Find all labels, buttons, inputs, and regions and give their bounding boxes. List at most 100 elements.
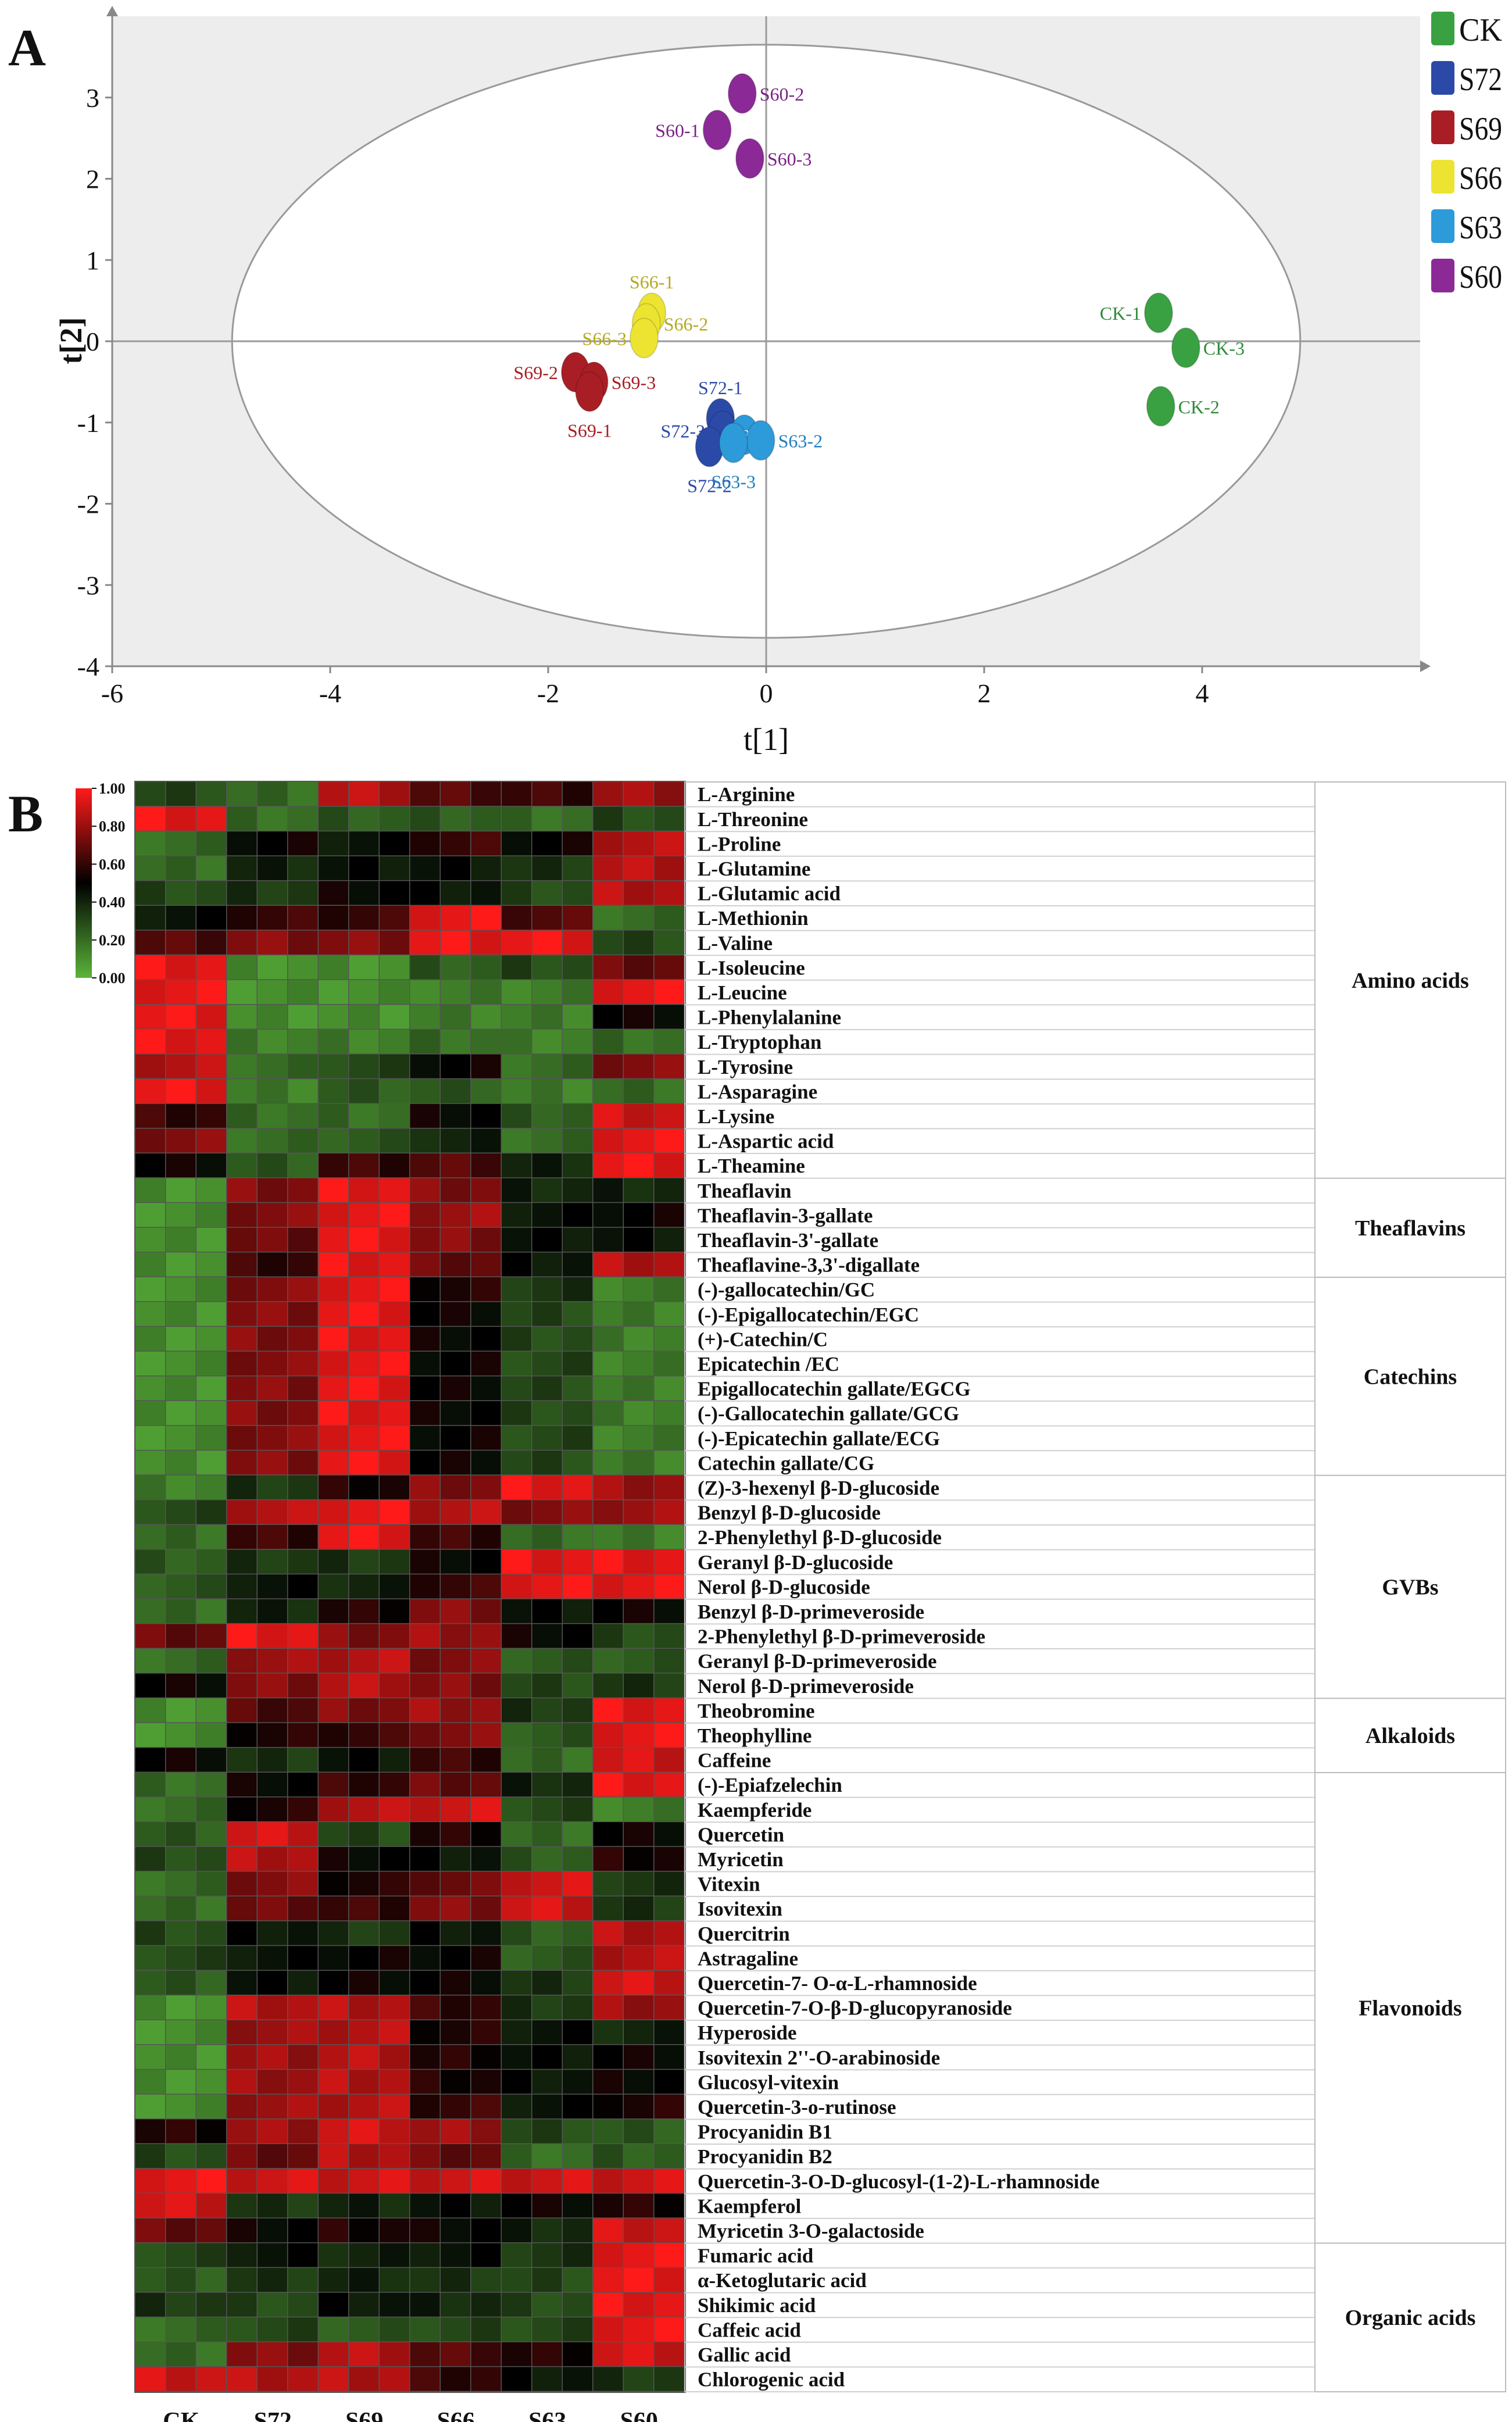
- heatmap-cell: [380, 1302, 409, 1326]
- heatmap-cell: [502, 881, 531, 905]
- point-label: S63-3: [712, 471, 756, 492]
- heatmap-cell: [288, 831, 318, 856]
- color-scale-label: 0.00: [99, 970, 126, 987]
- heatmap-cell: [349, 2292, 379, 2317]
- heatmap-cell: [135, 856, 165, 880]
- heatmap-cell: [654, 831, 684, 856]
- heatmap-cell: [624, 1079, 653, 1103]
- heatmap-cell: [380, 1351, 409, 1376]
- heatmap-cell: [380, 1178, 409, 1202]
- heatmap-cell: [563, 2218, 592, 2242]
- heatmap-cell: [532, 1277, 562, 1302]
- heatmap-cell: [593, 955, 623, 980]
- heatmap-cell: [227, 1624, 257, 1648]
- heatmap-cell: [563, 1574, 592, 1599]
- heatmap-cell: [380, 1673, 409, 1698]
- heatmap-cell: [471, 1227, 501, 1252]
- x-tick-label: -4: [319, 678, 341, 708]
- heatmap-cell: [532, 1426, 562, 1450]
- heatmap-cell: [166, 831, 196, 856]
- heatmap-cell: [410, 1723, 440, 1747]
- heatmap-cell: [410, 1128, 440, 1153]
- heatmap-cell: [380, 906, 409, 930]
- heatmap-cell: [258, 1277, 287, 1302]
- heatmap-cell: [532, 881, 562, 905]
- heatmap-cell: [349, 1624, 379, 1648]
- heatmap-cell: [135, 2292, 165, 2317]
- metabolite-label: (-)-Epiafzelechin: [698, 1774, 842, 1796]
- heatmap-cell: [227, 2218, 257, 2242]
- heatmap-cell: [166, 1723, 196, 1747]
- heatmap-cell: [593, 2268, 623, 2292]
- heatmap-cell: [593, 1896, 623, 1921]
- metabolite-label: Nerol β-D-primeveroside: [698, 1675, 914, 1698]
- heatmap-cell: [227, 1103, 257, 1128]
- heatmap-cell: [227, 1649, 257, 1673]
- heatmap-cell: [471, 1030, 501, 1054]
- heatmap-cell: [593, 856, 623, 880]
- heatmap-cell: [441, 1797, 470, 1821]
- heatmap-cell: [624, 1054, 653, 1078]
- heatmap-cell: [532, 2070, 562, 2094]
- heatmap-cell: [288, 1426, 318, 1450]
- heatmap-cell: [196, 1921, 226, 1945]
- heatmap-cell: [593, 1153, 623, 1178]
- heatmap-cell: [410, 1748, 440, 1772]
- heatmap-cell: [563, 2342, 592, 2366]
- heatmap-cell: [410, 1178, 440, 1202]
- heatmap-cell: [654, 1351, 684, 1376]
- heatmap-cell: [410, 1549, 440, 1574]
- heatmap-cell: [319, 1401, 348, 1426]
- heatmap-cell: [319, 1797, 348, 1821]
- heatmap-cell: [410, 2243, 440, 2267]
- metabolite-label: Gallic acid: [698, 2344, 791, 2366]
- heatmap-cell: [349, 2119, 379, 2144]
- heatmap-cell: [471, 1500, 501, 1524]
- legend-label: S60: [1459, 259, 1502, 295]
- heatmap-cell: [410, 1475, 440, 1499]
- heatmap-cell: [227, 2045, 257, 2069]
- heatmap-cell: [593, 1327, 623, 1351]
- heatmap-cell: [288, 2070, 318, 2094]
- heatmap-cell: [410, 1970, 440, 1995]
- heatmap-cell: [624, 1525, 653, 1549]
- heatmap-cell: [532, 2144, 562, 2169]
- heatmap-cell: [319, 881, 348, 905]
- heatmap-cell: [410, 1426, 440, 1450]
- heatmap-cell: [227, 1153, 257, 1178]
- heatmap-cell: [624, 1426, 653, 1450]
- heatmap-cell: [654, 1153, 684, 1178]
- heatmap-cell: [654, 1451, 684, 1475]
- heatmap-cell: [288, 1178, 318, 1202]
- heatmap-cell: [380, 1054, 409, 1078]
- heatmap-cell: [563, 906, 592, 930]
- heatmap-cell: [166, 2342, 196, 2366]
- heatmap-cell: [135, 1549, 165, 1574]
- heatmap-cell: [227, 1178, 257, 1202]
- heatmap-cell: [563, 1277, 592, 1302]
- heatmap-cell: [227, 1451, 257, 1475]
- heatmap-cell: [135, 980, 165, 1004]
- metabolite-label: Kaempferide: [698, 1799, 812, 1821]
- heatmap-cell: [258, 856, 287, 880]
- heatmap-cell: [502, 1846, 531, 1871]
- heatmap-cell: [624, 1153, 653, 1178]
- metabolite-label: Caffeine: [698, 1749, 771, 1772]
- heatmap-cell: [654, 2144, 684, 2169]
- heatmap-cell: [288, 1475, 318, 1499]
- heatmap-cell: [380, 1723, 409, 1747]
- heatmap-cell: [441, 955, 470, 980]
- heatmap-cell: [441, 1351, 470, 1376]
- heatmap-cell: [563, 1079, 592, 1103]
- heatmap-cell: [563, 1624, 592, 1648]
- heatmap-cell: [624, 2045, 653, 2069]
- heatmap-cell: [349, 2045, 379, 2069]
- heatmap-cell: [196, 1178, 226, 1202]
- metabolite-label: 2-Phenylethyl β-D-glucoside: [698, 1526, 942, 1549]
- heatmap-cell: [654, 1054, 684, 1078]
- heatmap-cell: [258, 2119, 287, 2144]
- heatmap-cell: [532, 1079, 562, 1103]
- heatmap-cell: [563, 1673, 592, 1698]
- heatmap-cell: [593, 980, 623, 1004]
- heatmap-cell: [196, 1896, 226, 1921]
